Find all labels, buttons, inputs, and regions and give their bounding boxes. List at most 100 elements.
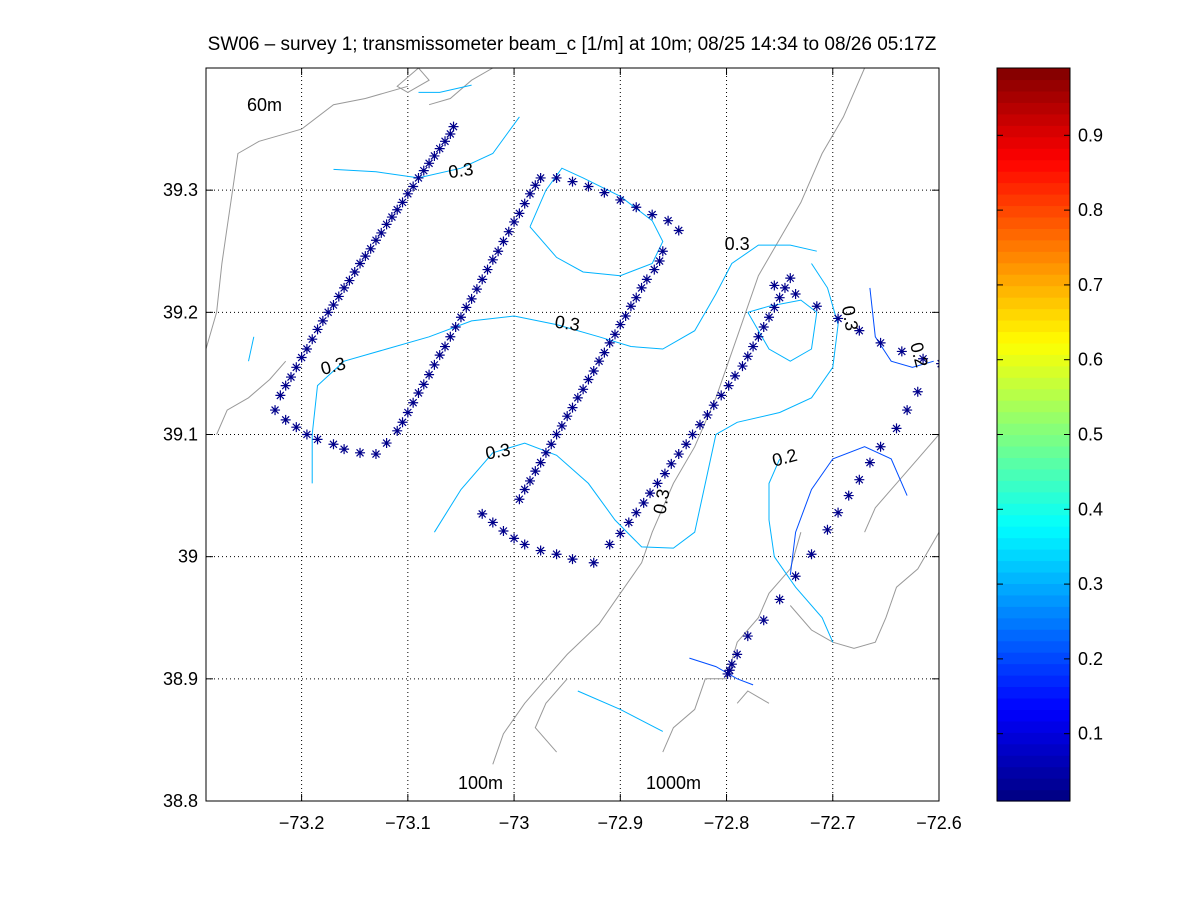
colorbar-band [997,159,1070,172]
station-point [285,372,296,383]
station-point [525,475,536,486]
station-point [645,488,656,499]
contour-line-0-3 [418,84,472,93]
colorbar-band [997,354,1070,367]
station-point [397,417,408,428]
station-point [540,447,551,458]
colorbar-band [997,514,1070,527]
colorbar-band [997,583,1070,596]
station-point [482,264,493,275]
station-point [487,254,498,265]
colorbar-gradient [997,68,1070,802]
station-point [408,397,419,408]
x-tick-label: −72.7 [810,813,856,833]
colorbar-tick-label: 0.3 [1078,574,1103,594]
bathymetry-line [428,68,494,106]
colorbar-ticks: 0.1 0.2 0.3 0.4 0.5 0.6 0.7 0.8 0.9 [997,125,1103,744]
station-point [588,557,599,568]
colorbar-band [997,743,1070,756]
station-point [854,474,865,485]
station-point [535,172,546,183]
colorbar-band [997,594,1070,607]
x-tick-label: −73.2 [279,813,325,833]
colorbar-band [997,778,1070,791]
station-point [583,374,594,385]
colorbar-tick-label: 0.4 [1078,499,1103,519]
contour-line-0-3 [333,116,520,179]
colorbar-band [997,549,1070,562]
station-point [912,386,923,397]
station-point [461,302,472,313]
station-point [631,292,642,303]
bathymetry-line [396,68,430,93]
station-point [498,236,509,247]
station-point [551,429,562,440]
colorbar-band [997,766,1070,779]
station-point [519,539,530,550]
colorbar-band [997,205,1070,218]
station-point [477,508,488,519]
station-point [418,165,429,176]
colorbar-band [997,148,1070,161]
colorbar-band [997,342,1070,355]
station-point [652,478,663,489]
y-tick-label: 39.3 [163,180,198,200]
station-point [726,659,737,670]
station-point [402,407,413,418]
colorbar-tick-label: 0.6 [1078,350,1103,370]
station-point [440,136,451,147]
colorbar-band [997,377,1070,390]
contour-label: 0.3 [725,234,750,254]
station-point [355,447,366,458]
colorbar-band [997,732,1070,745]
station-point [551,549,562,560]
bathymetry-line [216,360,287,435]
station-point [811,301,822,312]
station-point [392,204,403,215]
colorbar-band [997,411,1070,424]
colorbar-band [997,526,1070,539]
station-point [556,420,567,431]
station-point [764,312,775,323]
station-point [397,197,408,208]
colorbar-band [997,480,1070,493]
station-point [673,225,684,236]
colorbar-tick-label: 0.2 [1078,649,1103,669]
station-point [418,379,429,390]
station-point [833,313,844,324]
y-tick-label: 39.1 [163,425,198,445]
station-point [769,302,780,313]
station-point [891,423,902,434]
station-point [328,300,339,311]
station-point [445,128,456,139]
station-point [291,422,302,433]
station-point [638,497,649,508]
station-point [530,466,541,477]
x-tick-label: −72.9 [598,813,644,833]
colorbar-band [997,239,1070,252]
station-point [615,319,626,330]
colorbar-band [997,79,1070,92]
colorbar-band [997,171,1070,184]
depth-label-1000m: 1000m [646,773,701,793]
colorbar-tick-label: 0.5 [1078,425,1103,445]
colorbar-band [997,652,1070,665]
station-point [280,414,291,425]
station-point [604,337,615,348]
station-point [567,176,578,187]
colorbar-band [997,755,1070,768]
station-point [503,226,514,237]
station-point [370,235,381,246]
station-point [291,362,302,373]
station-point [344,275,355,286]
station-point [562,411,573,422]
station-point [355,258,366,269]
colorbar-band [997,697,1070,710]
station-point [758,321,769,332]
station-point [854,325,865,336]
station-point [666,458,677,469]
station-point [551,172,562,183]
x-tick-label: −73 [499,813,530,833]
station-point [572,392,583,403]
